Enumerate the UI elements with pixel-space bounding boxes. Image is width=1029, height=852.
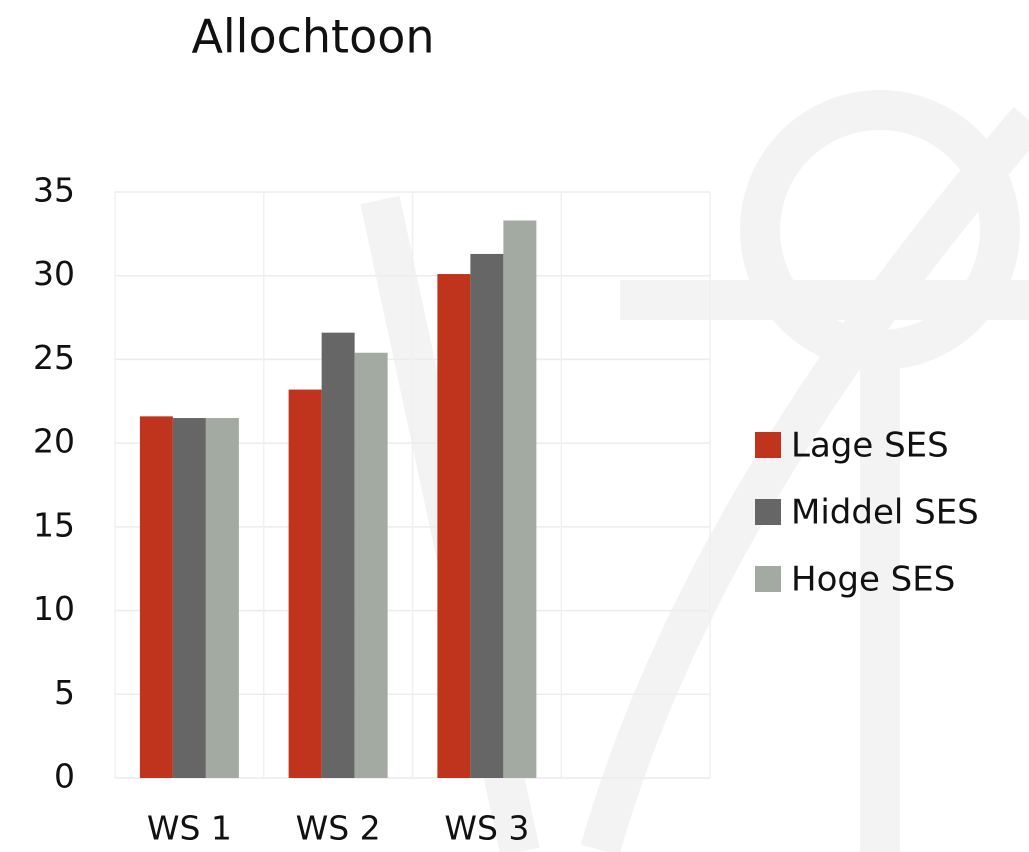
bar (289, 390, 322, 778)
bar (173, 418, 206, 778)
legend-swatch (755, 432, 781, 458)
y-tick-label: 5 (54, 673, 75, 712)
bar (437, 274, 470, 778)
x-tick-label: WS 1 (147, 809, 232, 848)
y-tick-label: 35 (33, 171, 75, 210)
y-tick-label: 10 (33, 589, 75, 628)
bar (355, 353, 388, 778)
y-tick-label: 15 (33, 505, 75, 544)
legend-label: Lage SES (791, 426, 949, 466)
chart-title: Allochtoon (191, 10, 434, 64)
x-tick-label: WS 3 (444, 809, 529, 848)
bar (140, 416, 173, 778)
legend-label: Middel SES (791, 493, 979, 533)
y-tick-label: 30 (33, 254, 75, 293)
bar (503, 220, 536, 778)
x-tick-label: WS 2 (296, 809, 381, 848)
legend-label: Hoge SES (791, 560, 955, 600)
y-tick-label: 20 (33, 422, 75, 461)
bar (470, 254, 503, 778)
y-tick-label: 0 (54, 757, 75, 796)
bar (206, 418, 239, 778)
chart: Allochtoon 0 5 10 15 20 25 30 35 WS 1 WS 2 WS 3 Lag… (0, 0, 1029, 852)
bar (322, 333, 355, 778)
y-tick-label: 25 (33, 338, 75, 377)
legend-swatch (755, 566, 781, 592)
legend-swatch (755, 499, 781, 525)
